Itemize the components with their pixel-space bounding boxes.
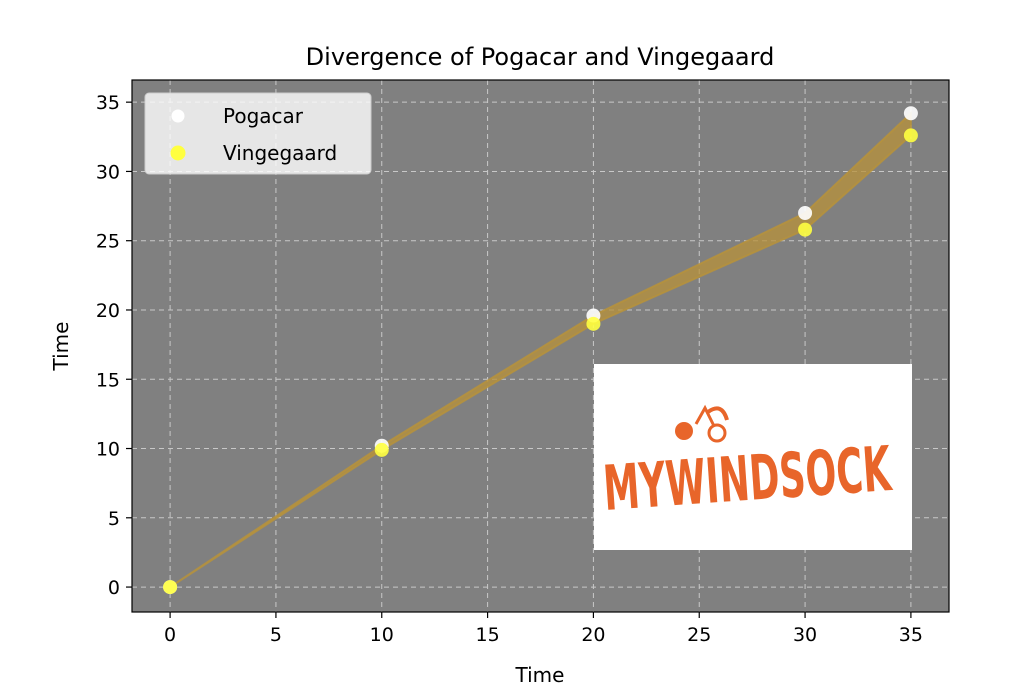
logo-background bbox=[594, 364, 912, 550]
logo-wheel bbox=[707, 423, 727, 443]
logo-rider-back bbox=[706, 406, 729, 421]
x-tick-label: 15 bbox=[475, 624, 499, 646]
x-axis-label: Time bbox=[515, 663, 565, 687]
mywindsock-logo: MYWINDSOCK bbox=[594, 364, 912, 550]
x-tick-label: 20 bbox=[581, 624, 605, 646]
point-vingegaard bbox=[798, 222, 813, 237]
legend: Pogacar Vingegaard bbox=[144, 92, 372, 175]
data-points bbox=[163, 106, 918, 595]
y-tick-label: 10 bbox=[96, 439, 120, 461]
y-tick-label: 30 bbox=[96, 161, 120, 183]
y-tick-label: 5 bbox=[108, 508, 120, 530]
legend-box bbox=[144, 92, 372, 175]
point-vingegaard bbox=[374, 442, 389, 457]
legend-marker-pogacar bbox=[170, 108, 186, 124]
point-pogacar bbox=[903, 106, 918, 121]
legend-marker-vingegaard bbox=[170, 145, 186, 161]
x-tick-label: 35 bbox=[899, 624, 923, 646]
x-tick-label: 25 bbox=[687, 624, 711, 646]
x-tick-label: 5 bbox=[270, 624, 282, 646]
x-axis: 0 5 10 15 20 25 30 35 bbox=[164, 612, 923, 646]
x-tick-label: 30 bbox=[793, 624, 817, 646]
point-vingegaard bbox=[903, 128, 918, 143]
y-tick-label: 20 bbox=[96, 300, 120, 322]
point-pogacar bbox=[798, 206, 813, 220]
x-tick-label: 10 bbox=[370, 624, 394, 646]
logo-bike-frame bbox=[694, 404, 716, 427]
plot-border bbox=[131, 79, 950, 613]
y-tick-label: 25 bbox=[96, 231, 120, 253]
legend-label-pogacar: Pogacar bbox=[223, 104, 304, 128]
divergence-band-area bbox=[169, 110, 912, 588]
chart-title: Divergence of Pogacar and Vingegaard bbox=[306, 43, 775, 71]
x-tick-label: 0 bbox=[164, 624, 176, 646]
y-tick-label: 35 bbox=[96, 92, 120, 114]
point-vingegaard bbox=[163, 580, 178, 595]
y-tick-label: 15 bbox=[96, 369, 120, 391]
logo-rider-head bbox=[675, 422, 693, 440]
y-axis: 0 5 10 15 20 25 30 35 bbox=[96, 92, 132, 599]
legend-label-vingegaard: Vingegaard bbox=[223, 141, 337, 165]
y-tick-label: 0 bbox=[108, 577, 120, 599]
y-axis-label: Time bbox=[49, 322, 73, 372]
divergence-band bbox=[169, 110, 912, 588]
point-vingegaard bbox=[586, 316, 601, 331]
